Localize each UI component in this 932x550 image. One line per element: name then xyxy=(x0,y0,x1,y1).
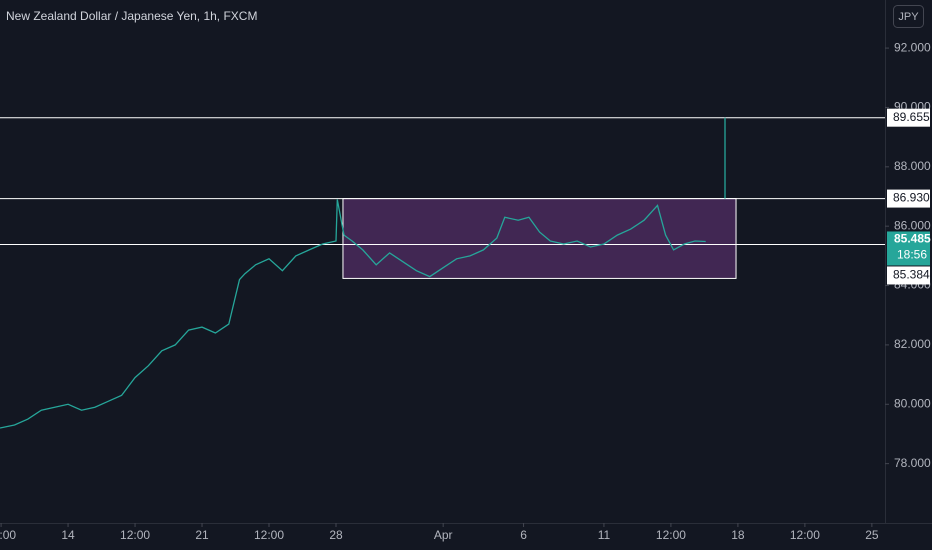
plot-area xyxy=(0,117,885,429)
x-tick-label: 12:00 xyxy=(656,528,686,542)
x-tick-label: Apr xyxy=(434,528,453,542)
level-label-box xyxy=(887,189,930,208)
level-label-box xyxy=(887,108,930,127)
y-tick-label: 80.000 xyxy=(894,396,931,410)
x-tick-label: 18 xyxy=(731,528,745,542)
y-tick-label: 86.000 xyxy=(894,218,931,232)
range-rectangle xyxy=(342,198,737,279)
level-label-box xyxy=(887,266,930,285)
currency-label: JPY xyxy=(898,11,919,23)
y-tick-label: 92.000 xyxy=(894,40,931,54)
y-tick-label: 78.000 xyxy=(894,456,931,470)
x-tick-label: 12:00 xyxy=(254,528,284,542)
x-tick-label: 14 xyxy=(61,528,75,542)
x-tick-label: 12:00 xyxy=(790,528,820,542)
chart-title: New Zealand Dollar / Japanese Yen, 1h, F… xyxy=(6,9,257,23)
y-tick-label: 82.000 xyxy=(894,337,931,351)
y-tick-label: 88.000 xyxy=(894,159,931,173)
current-price-label: 85.485 xyxy=(894,232,931,246)
x-tick-label: 11 xyxy=(598,528,611,542)
level-label: 86.930 xyxy=(893,191,930,205)
x-tick-label: 12:00 xyxy=(0,528,16,542)
x-tick-label: 21 xyxy=(195,528,209,542)
currency-button[interactable] xyxy=(893,5,924,28)
level-label: 85.384 xyxy=(893,268,930,282)
countdown-label: 18:56 xyxy=(897,248,927,262)
x-tick-label: 6 xyxy=(520,528,527,542)
x-tick-label: 12:00 xyxy=(120,528,150,542)
level-label: 89.655 xyxy=(893,110,930,124)
price-line xyxy=(0,199,706,429)
x-tick-label: 25 xyxy=(865,528,879,542)
x-tick-label: 28 xyxy=(329,528,343,542)
current-price-badge xyxy=(887,231,930,266)
